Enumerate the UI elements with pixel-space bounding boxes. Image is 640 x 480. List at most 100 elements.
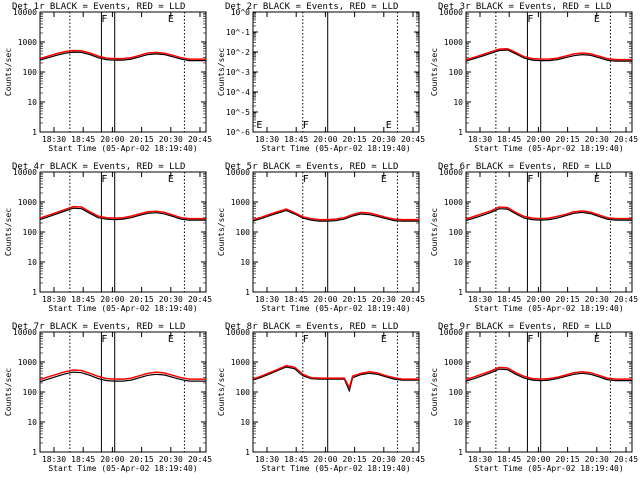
flag-marker: E: [168, 14, 174, 25]
detector-panel: Det 8r BLACK = Events, RED = LLD 1 10 100 10…: [217, 322, 425, 473]
x-tick-label: 20:45: [401, 455, 425, 464]
x-tick-label: 20:30: [585, 295, 609, 304]
y-tick-label: 10000: [13, 168, 37, 177]
plot-frame: [465, 11, 633, 133]
series-line-events: [39, 207, 206, 221]
x-axis-label: Start Time (05-Apr-02 18:19:40): [48, 144, 197, 153]
y-tick-label: 10: [27, 98, 37, 107]
x-tick-label: 20:30: [585, 135, 609, 144]
y-tick-label: 10000: [226, 328, 250, 337]
x-tick-label: 20:00: [100, 135, 124, 144]
flag-marker: E: [381, 174, 387, 185]
x-axis-label: Start Time (05-Apr-02 18:19:40): [48, 464, 197, 473]
y-tick-label: 100: [449, 388, 464, 397]
y-axis-label: Counts/sec: [4, 48, 13, 96]
y-tick-label: 1: [32, 448, 37, 457]
panel-title: Det 9r BLACK = Events, RED = LLD: [438, 322, 611, 332]
x-axis-label: Start Time (05-Apr-02 18:19:40): [474, 464, 623, 473]
x-tick-label: 20:15: [130, 455, 154, 464]
x-tick-label: 20:15: [343, 135, 367, 144]
flag-marker: F: [101, 334, 107, 345]
y-axis-label: Counts/sec: [4, 208, 13, 256]
y-tick-label: 10: [453, 258, 463, 267]
flag-marker: F: [303, 174, 309, 185]
y-tick-label: 10: [453, 418, 463, 427]
plot-frame: [252, 171, 420, 293]
x-tick-label: 18:45: [284, 135, 308, 144]
x-tick-label: 20:15: [343, 295, 367, 304]
y-tick-label: 10000: [439, 8, 463, 17]
x-axis-label: Start Time (05-Apr-02 18:19:40): [48, 304, 197, 313]
flag-marker: E: [168, 334, 174, 345]
x-tick-label: 20:30: [159, 135, 183, 144]
flag-marker: E: [594, 334, 600, 345]
x-tick-label: 20:30: [372, 295, 396, 304]
y-tick-label: 10000: [226, 168, 250, 177]
y-tick-label: 100: [449, 228, 464, 237]
y-tick-label: 10^-2: [226, 48, 250, 57]
y-tick-label: 1000: [231, 358, 250, 367]
x-tick-label: 18:45: [284, 455, 308, 464]
x-tick-label: 18:45: [284, 295, 308, 304]
panel-title: Det 2r BLACK = Events, RED = LLD: [225, 2, 398, 12]
y-tick-label: 10: [27, 418, 37, 427]
detector-panel: Det 1r BLACK = Events, RED = LLD 1 10 100 10…: [4, 2, 212, 153]
plot-frame: [252, 11, 420, 133]
series-line-events: [252, 209, 419, 222]
flag-marker: F: [101, 14, 107, 25]
plot-frame: [465, 331, 633, 453]
flag-marker: E: [381, 334, 387, 345]
panel-title: Det 6r BLACK = Events, RED = LLD: [438, 162, 611, 172]
y-tick-label: 10: [240, 258, 250, 267]
series-line-lld: [252, 208, 419, 221]
y-axis-label: Counts/sec: [4, 368, 13, 416]
x-tick-label: 20:45: [614, 295, 638, 304]
plot-frame: [39, 11, 207, 133]
y-tick-label: 1: [245, 288, 250, 297]
y-tick-label: 1000: [231, 198, 250, 207]
panel-title: Det 1r BLACK = Events, RED = LLD: [12, 2, 185, 12]
x-tick-label: 18:30: [42, 455, 66, 464]
series-line-lld: [465, 366, 632, 381]
x-tick-label: 20:15: [556, 455, 580, 464]
y-tick-label: 1000: [444, 358, 463, 367]
x-tick-label: 20:45: [188, 135, 212, 144]
flag-marker: E: [256, 120, 262, 131]
y-tick-label: 1: [458, 288, 463, 297]
flag-marker: E: [386, 120, 392, 131]
y-tick-label: 100: [236, 228, 251, 237]
y-tick-label: 10000: [13, 328, 37, 337]
x-tick-label: 18:45: [71, 455, 95, 464]
x-tick-label: 20:15: [556, 295, 580, 304]
y-tick-label: 10: [453, 98, 463, 107]
x-tick-label: 20:15: [343, 455, 367, 464]
x-tick-label: 20:15: [130, 135, 154, 144]
x-axis-label: Start Time (05-Apr-02 18:19:40): [261, 144, 410, 153]
y-tick-label: 10: [240, 418, 250, 427]
y-tick-label: 1000: [18, 358, 37, 367]
x-tick-label: 20:45: [614, 135, 638, 144]
series-line-lld: [465, 206, 632, 220]
panel-title: Det 4r BLACK = Events, RED = LLD: [12, 162, 185, 172]
detector-panel: Det 5r BLACK = Events, RED = LLD 1 10 100 10…: [217, 162, 425, 313]
flag-marker: F: [303, 334, 309, 345]
flag-marker: F: [101, 174, 107, 185]
x-tick-label: 20:00: [100, 455, 124, 464]
detector-panel: Det 9r BLACK = Events, RED = LLD 1 10 100 10…: [430, 322, 638, 473]
y-tick-label: 1: [32, 128, 37, 137]
y-tick-label: 1: [245, 448, 250, 457]
y-tick-label: 10^-4: [226, 88, 250, 97]
flag-marker: F: [527, 14, 533, 25]
flag-marker: E: [168, 174, 174, 185]
y-tick-label: 100: [23, 228, 38, 237]
detector-panel: Det 2r BLACK = Events, RED = LLD 10^-6 10^…: [217, 2, 425, 153]
series-line-events: [252, 366, 419, 393]
flag-marker: F: [527, 334, 533, 345]
panel-title: Det 8r BLACK = Events, RED = LLD: [225, 322, 398, 332]
y-tick-label: 1: [32, 288, 37, 297]
x-axis-label: Start Time (05-Apr-02 18:19:40): [261, 464, 410, 473]
x-tick-label: 20:45: [614, 455, 638, 464]
panel-title: Det 3r BLACK = Events, RED = LLD: [438, 2, 611, 12]
x-tick-label: 18:45: [497, 295, 521, 304]
